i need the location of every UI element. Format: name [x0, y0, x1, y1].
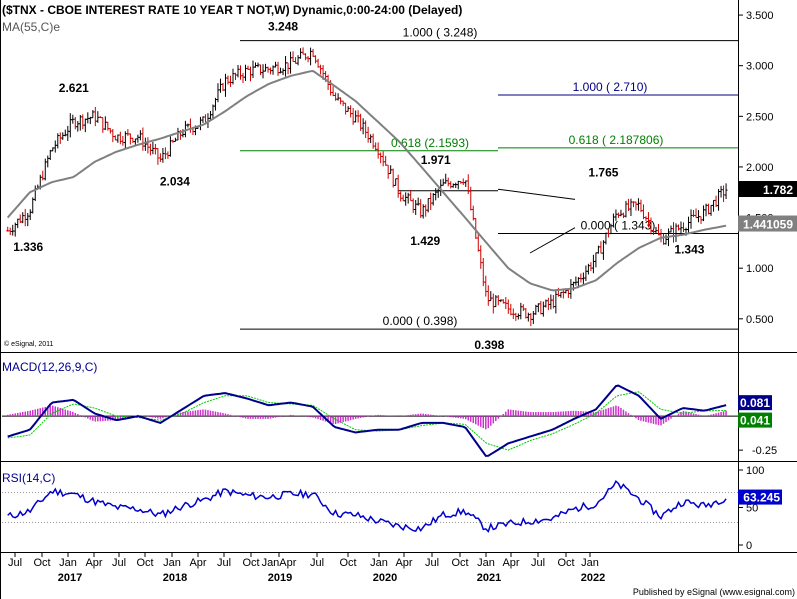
fib-level-label: 0.000 ( 1.343)	[581, 218, 656, 232]
publisher-note: Published by eSignal (www.esignal.com)	[633, 587, 795, 597]
rsi-panel: 100 50 0 63.245	[2, 465, 782, 552]
fib-level-label: 1.000 ( 3.248)	[403, 26, 478, 40]
triangle-upper-line	[497, 188, 576, 200]
x-month-label: Apr	[189, 557, 206, 569]
macd-y-tick-label: -0.25	[752, 445, 777, 457]
x-month-label: Oct	[33, 557, 50, 569]
x-month-label: Oct	[451, 557, 468, 569]
price-panel: 3.5003.0002.5002.0001.5001.0000.5001.000…	[6, 10, 797, 352]
x-month-label: Jan	[370, 557, 388, 569]
x-month-label: Jul	[531, 557, 545, 569]
x-month-label: Oct	[242, 557, 259, 569]
swing-label: 1.336	[13, 240, 43, 254]
x-month-label: Apr	[85, 557, 102, 569]
rsi-panel-label: RSI(14,C)	[2, 471, 55, 485]
x-axis: Jul Oct Jan Apr Jul Oct Jan Apr Jul Oct JanApr Jul O…	[8, 552, 605, 584]
x-month-label: Jan	[581, 557, 599, 569]
rsi-value-box	[738, 489, 782, 505]
macd-value-box	[738, 395, 772, 411]
macd-value-box	[738, 412, 772, 428]
price-value-box-label: 1.782	[763, 183, 793, 197]
macd-signal-line	[7, 391, 727, 451]
triangle-lower-line	[529, 227, 576, 254]
fib-level-label: 0.618 (2.1593)	[391, 136, 469, 150]
x-month-label: JanApr	[262, 557, 297, 569]
rsi-y-tick-label: 100	[746, 465, 764, 477]
x-year-label: 2019	[268, 572, 292, 584]
fib-level-label: 0.000 ( 0.398)	[383, 314, 458, 328]
ma-55-line	[6, 69, 727, 292]
fib-level-label: 1.000 ( 2.710)	[573, 80, 648, 94]
macd-value-box-label: 0.041	[740, 414, 770, 428]
x-year-label: 2020	[373, 572, 397, 584]
x-year-label: 2017	[58, 572, 82, 584]
swing-label: 1.765	[588, 166, 618, 180]
swing-label: 2.034	[160, 174, 190, 188]
price-value-box-label: 1.441059	[743, 218, 793, 232]
price-value-box	[738, 215, 797, 232]
ma-label: MA(55,C)e	[2, 20, 60, 34]
x-month-label: Jul	[425, 557, 439, 569]
x-month-label: Jul	[217, 557, 231, 569]
swing-label: 1.971	[421, 153, 451, 167]
price-value-box	[738, 181, 797, 198]
x-month-label: Apr	[502, 557, 519, 569]
price-y-tick-label: 2.000	[746, 162, 774, 174]
swing-label: 1.343	[674, 242, 704, 256]
x-year-label: 2022	[581, 572, 605, 584]
macd-line	[7, 384, 727, 457]
fib-level-label: 0.618 ( 2.187806)	[569, 133, 664, 147]
x-year-label: 2021	[477, 572, 501, 584]
price-y-tick-label: 2.500	[746, 111, 774, 123]
x-year-label: 2018	[163, 572, 187, 584]
x-month-label: Oct	[557, 557, 574, 569]
x-month-label: Apr	[395, 557, 412, 569]
macd-value-box-label: 0.081	[740, 396, 770, 410]
swing-label: 2.621	[59, 81, 89, 95]
x-month-label: Jul	[310, 557, 324, 569]
x-month-label: Jan	[477, 557, 495, 569]
swing-label: 0.398	[474, 338, 504, 352]
x-month-label: Jul	[112, 557, 126, 569]
copyright-note: © eSignal, 2011	[4, 340, 54, 348]
rsi-value-box-label: 63.245	[743, 491, 780, 505]
x-month-label: Oct	[136, 557, 153, 569]
rsi-y-tick-label: 0	[746, 540, 752, 552]
swing-label: 3.248	[268, 20, 298, 34]
x-month-label: Jan	[163, 557, 181, 569]
x-month-label: Oct	[339, 557, 356, 569]
price-y-tick-label: 3.500	[746, 10, 774, 22]
price-y-tick-label: 1.000	[746, 263, 774, 275]
x-month-label: Jul	[8, 557, 22, 569]
rsi-line	[7, 479, 727, 533]
rsi-y-tick-label: 50	[746, 503, 758, 515]
price-y-tick-label: 3.000	[746, 61, 774, 73]
macd-panel-label: MACD(12,26,9,C)	[2, 360, 97, 374]
price-y-tick-label: 0.500	[746, 314, 774, 326]
chart-title: ($TNX - CBOE INTEREST RATE 10 YEAR T NOT…	[2, 3, 462, 17]
x-month-label: Jan	[59, 557, 77, 569]
swing-label: 1.429	[410, 234, 440, 248]
